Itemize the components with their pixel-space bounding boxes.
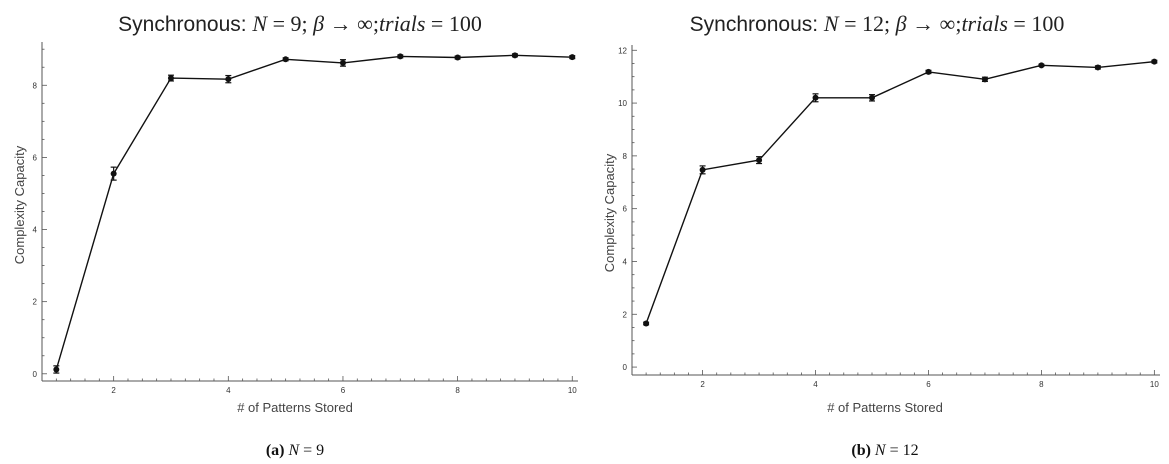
data-point <box>643 320 650 327</box>
chart-a: Synchronous: N = 9; β → ∞;trials = 100 C… <box>12 11 578 459</box>
x-tick-label: 6 <box>926 380 931 389</box>
data-point <box>869 94 875 101</box>
y-axis-label: Complexity Capacity <box>12 145 27 264</box>
data-point <box>1094 64 1101 71</box>
y-tick-label: 2 <box>623 310 628 319</box>
figure-caption: (b) N = 12 <box>851 442 918 459</box>
y-tick-label: 0 <box>623 363 628 372</box>
y-tick-label: 12 <box>618 46 627 55</box>
y-tick-label: 2 <box>33 298 38 307</box>
data-point <box>1038 62 1045 69</box>
x-axis-label: # of Patterns Stored <box>827 400 943 415</box>
data-point <box>53 366 60 373</box>
y-tick-label: 6 <box>33 153 38 162</box>
x-tick-label: 4 <box>226 386 231 395</box>
x-tick-label: 8 <box>1039 380 1044 389</box>
x-axis-label: # of Patterns Stored <box>237 400 353 415</box>
data-point <box>110 170 117 177</box>
data-point <box>812 94 819 101</box>
data-point <box>282 56 289 63</box>
chart-title: Synchronous: N = 9; β → ∞;trials = 100 <box>118 11 482 36</box>
x-tick-label: 4 <box>813 380 818 389</box>
chart-title: Synchronous: N = 12; β → ∞;trials = 100 <box>690 11 1065 36</box>
data-point <box>569 54 576 61</box>
x-tick-label: 10 <box>568 386 577 395</box>
y-tick-label: 4 <box>623 257 628 266</box>
chart-panel-a: Synchronous: N = 9; β → ∞;trials = 100 C… <box>0 0 584 464</box>
data-point <box>339 59 346 66</box>
data-point <box>756 157 763 164</box>
x-tick-label: 2 <box>111 386 116 395</box>
x-tick-label: 8 <box>455 386 460 395</box>
series-line <box>55 54 573 370</box>
y-axis-label: Complexity Capacity <box>602 153 617 272</box>
x-tick-label: 6 <box>341 386 346 395</box>
chart-b: Synchronous: N = 12; β → ∞;trials = 100 … <box>602 11 1160 459</box>
data-point <box>925 68 932 75</box>
y-tick-label: 4 <box>33 226 38 235</box>
data-point <box>454 54 461 61</box>
y-tick-label: 8 <box>33 81 38 90</box>
chart-panel-b: Synchronous: N = 12; β → ∞;trials = 100 … <box>585 0 1169 464</box>
data-point <box>225 76 232 83</box>
x-tick-label: 10 <box>1150 380 1159 389</box>
data-point <box>397 53 404 60</box>
figure-caption: (a) N = 9 <box>266 442 324 459</box>
y-tick-label: 10 <box>618 99 627 108</box>
y-tick-label: 0 <box>33 370 38 379</box>
y-tick-label: 8 <box>623 152 628 161</box>
data-point <box>1151 58 1158 65</box>
plot-area: 2 4 6 8 10 0 2 4 6 8 10 12 <box>618 45 1160 389</box>
data-point <box>699 166 706 173</box>
data-point <box>167 75 174 82</box>
x-tick-label: 2 <box>700 380 705 389</box>
data-point <box>511 52 518 59</box>
data-point <box>981 76 988 83</box>
plot-area: 2 4 6 8 10 0 2 4 6 8 <box>33 42 578 395</box>
y-tick-label: 6 <box>623 205 628 214</box>
series-line <box>645 60 1155 324</box>
